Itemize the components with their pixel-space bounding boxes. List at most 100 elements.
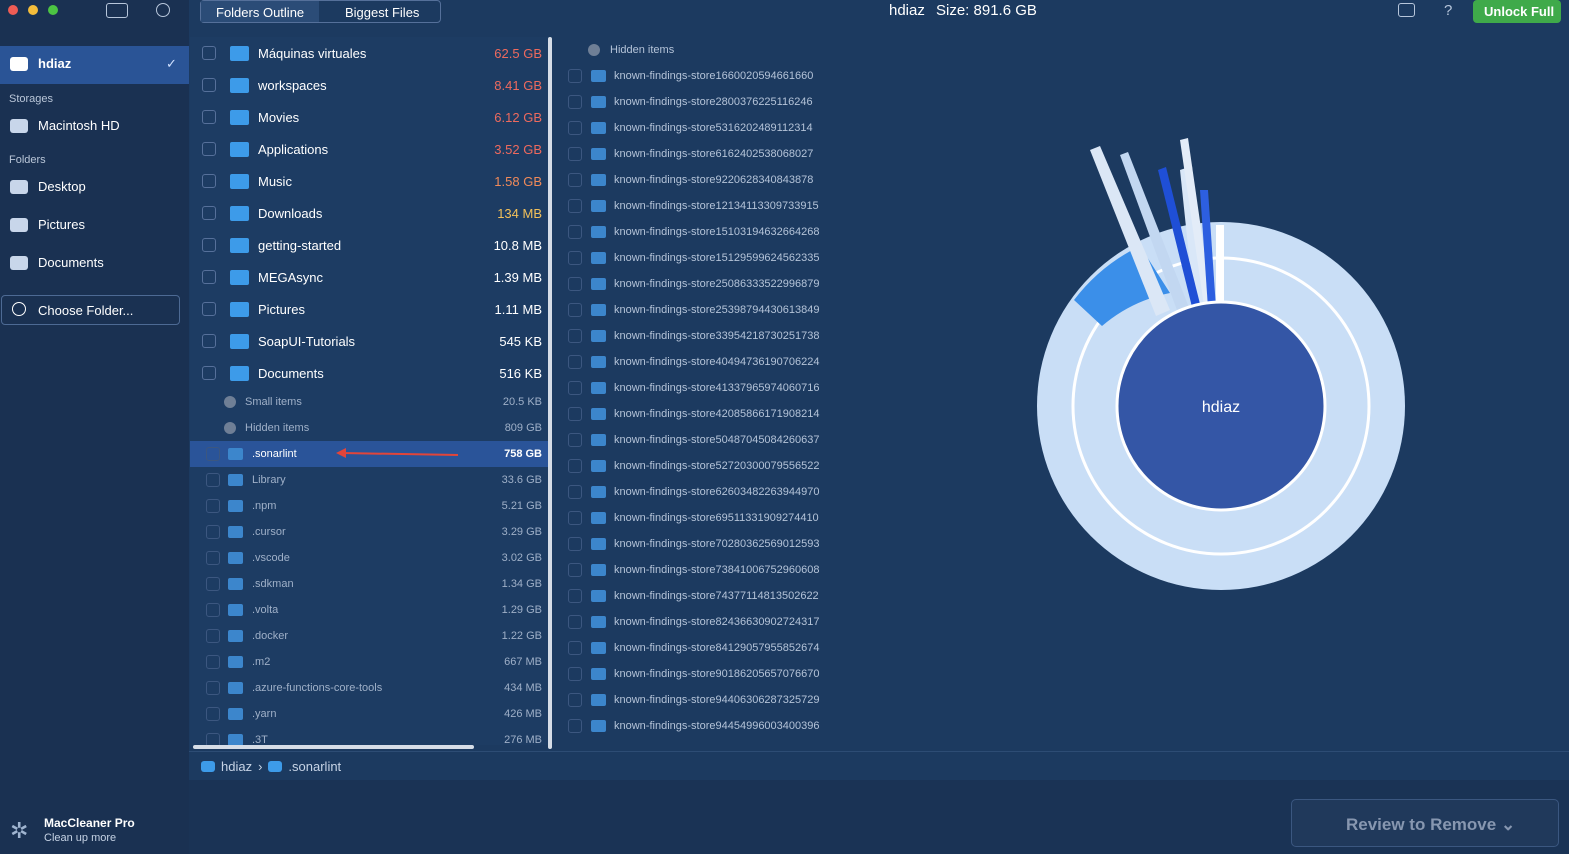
hidden-row[interactable]: .yarn 426 MB xyxy=(190,701,548,727)
hidden-row[interactable]: .m2 667 MB xyxy=(190,649,548,675)
folder-row[interactable]: Máquinas virtuales 62.5 GB xyxy=(190,37,548,69)
choose-folder-button[interactable]: Choose Folder... xyxy=(1,295,180,325)
checkbox[interactable] xyxy=(568,485,582,499)
detail-row[interactable]: known-findings-store90186205657076670 xyxy=(560,661,880,687)
checkbox[interactable] xyxy=(206,473,220,487)
checkbox[interactable] xyxy=(568,147,582,161)
checkbox[interactable] xyxy=(568,641,582,655)
detail-row[interactable]: known-findings-store52720300079556522 xyxy=(560,453,880,479)
checkbox[interactable] xyxy=(568,251,582,265)
breadcrumb-item[interactable]: .sonarlint xyxy=(288,759,342,774)
folder-item[interactable]: Desktop xyxy=(10,179,86,194)
checkbox[interactable] xyxy=(568,381,582,395)
checkbox[interactable] xyxy=(202,78,216,92)
detail-row[interactable]: known-findings-store9220628340843878 xyxy=(560,167,880,193)
checkbox[interactable] xyxy=(568,459,582,473)
checkbox[interactable] xyxy=(568,303,582,317)
detail-row[interactable]: known-findings-store69511331909274410 xyxy=(560,505,880,531)
hidden-row[interactable]: Library 33.6 GB xyxy=(190,467,548,493)
checkbox[interactable] xyxy=(568,329,582,343)
hidden-row[interactable]: .azure-functions-core-tools 434 MB xyxy=(190,675,548,701)
detail-row[interactable]: known-findings-store15103194632664268 xyxy=(560,219,880,245)
detail-row[interactable]: known-findings-store73841006752960608 xyxy=(560,557,880,583)
hidden-row[interactable]: .cursor 3.29 GB xyxy=(190,519,548,545)
hidden-row[interactable]: .npm 5.21 GB xyxy=(190,493,548,519)
folder-item[interactable]: Documents xyxy=(10,255,104,270)
checkbox[interactable] xyxy=(206,551,220,565)
tab[interactable]: Folders Outline xyxy=(201,1,319,22)
detail-row[interactable]: known-findings-store94406306287325729 xyxy=(560,687,880,713)
checkbox[interactable] xyxy=(568,95,582,109)
checkbox[interactable] xyxy=(568,563,582,577)
detail-row[interactable]: known-findings-store82436630902724317 xyxy=(560,609,880,635)
folder-row[interactable]: Applications 3.52 GB xyxy=(190,133,548,165)
checkbox[interactable] xyxy=(568,407,582,421)
checkbox[interactable] xyxy=(568,277,582,291)
storage-item[interactable]: Macintosh HD xyxy=(10,118,120,133)
checkbox[interactable] xyxy=(206,629,220,643)
checkbox[interactable] xyxy=(202,110,216,124)
detail-row[interactable]: known-findings-store2800376225116246 xyxy=(560,89,880,115)
detail-row[interactable]: known-findings-store12134113309733915 xyxy=(560,193,880,219)
detail-row[interactable]: known-findings-store84129057955852674 xyxy=(560,635,880,661)
checkbox[interactable] xyxy=(568,719,582,733)
checkbox[interactable] xyxy=(202,366,216,380)
detail-row[interactable]: known-findings-store25086333522996879 xyxy=(560,271,880,297)
checkbox[interactable] xyxy=(206,655,220,669)
folder-row[interactable]: SoapUI-Tutorials 545 KB xyxy=(190,325,548,357)
checkbox[interactable] xyxy=(206,447,220,461)
folder-row[interactable]: Music 1.58 GB xyxy=(190,165,548,197)
folder-row[interactable]: Downloads 134 MB xyxy=(190,197,548,229)
home-item[interactable]: hdiaz xyxy=(10,56,71,71)
group-row[interactable]: Hidden items 809 GB xyxy=(190,415,548,441)
hidden-row[interactable]: .sdkman 1.34 GB xyxy=(190,571,548,597)
checkbox[interactable] xyxy=(568,511,582,525)
detail-row[interactable]: known-findings-store6162402538068027 xyxy=(560,141,880,167)
checkbox[interactable] xyxy=(202,206,216,220)
detail-row[interactable]: known-findings-store50487045084260637 xyxy=(560,427,880,453)
folder-row[interactable]: Movies 6.12 GB xyxy=(190,101,548,133)
checkbox[interactable] xyxy=(206,707,220,721)
checkbox[interactable] xyxy=(568,225,582,239)
detail-row[interactable]: known-findings-store74377114813502622 xyxy=(560,583,880,609)
folder-row[interactable]: MEGAsync 1.39 MB xyxy=(190,261,548,293)
checkbox[interactable] xyxy=(568,667,582,681)
detail-row[interactable]: known-findings-store33954218730251738 xyxy=(560,323,880,349)
checkbox[interactable] xyxy=(206,733,220,745)
checkbox[interactable] xyxy=(568,693,582,707)
checkbox[interactable] xyxy=(206,681,220,695)
detail-row[interactable]: known-findings-store1660020594661660 xyxy=(560,63,880,89)
detail-row[interactable]: known-findings-store62603482263944970 xyxy=(560,479,880,505)
checkbox[interactable] xyxy=(568,433,582,447)
folder-row[interactable]: Pictures 1.11 MB xyxy=(190,293,548,325)
checkbox[interactable] xyxy=(568,69,582,83)
folder-row[interactable]: Documents 516 KB xyxy=(190,357,548,389)
tab[interactable]: Biggest Files xyxy=(345,5,420,20)
checkbox[interactable] xyxy=(568,355,582,369)
folder-row[interactable]: workspaces 8.41 GB xyxy=(190,69,548,101)
group-row[interactable]: Small items 20.5 KB xyxy=(190,389,548,415)
detail-row[interactable]: known-findings-store15129599624562335 xyxy=(560,245,880,271)
checkbox[interactable] xyxy=(568,173,582,187)
detail-row[interactable]: known-findings-store41337965974060716 xyxy=(560,375,880,401)
breadcrumb-item[interactable]: hdiaz xyxy=(221,759,253,774)
checkbox[interactable] xyxy=(202,270,216,284)
review-button[interactable]: Review to Remove ⌄ xyxy=(1291,799,1559,847)
checkbox[interactable] xyxy=(568,121,582,135)
checkbox[interactable] xyxy=(206,499,220,513)
folder-item[interactable]: Pictures xyxy=(10,217,85,232)
hidden-row[interactable]: .volta 1.29 GB xyxy=(190,597,548,623)
checkbox[interactable] xyxy=(202,46,216,60)
detail-row[interactable]: known-findings-store42085866171908214 xyxy=(560,401,880,427)
checkbox[interactable] xyxy=(202,334,216,348)
checkbox[interactable] xyxy=(202,174,216,188)
unlock-button[interactable]: Unlock Full xyxy=(1473,0,1561,23)
checkbox[interactable] xyxy=(202,142,216,156)
detail-row[interactable]: known-findings-store94454996003400396 xyxy=(560,713,880,739)
hidden-row[interactable]: .3T 276 MB xyxy=(190,727,548,745)
checkbox[interactable] xyxy=(568,615,582,629)
checkbox[interactable] xyxy=(568,589,582,603)
hidden-row[interactable]: .vscode 3.02 GB xyxy=(190,545,548,571)
checkbox[interactable] xyxy=(206,577,220,591)
checkbox[interactable] xyxy=(568,537,582,551)
